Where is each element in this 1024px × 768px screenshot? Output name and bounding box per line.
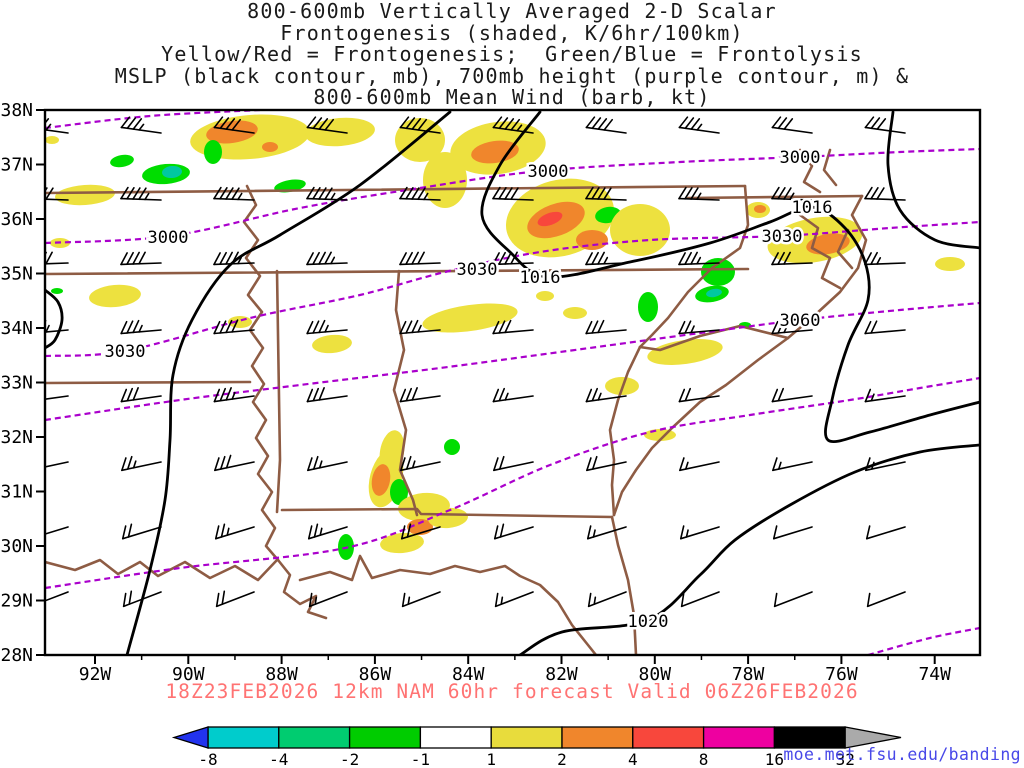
svg-text:88W: 88W — [265, 664, 298, 685]
svg-text:3000: 3000 — [528, 162, 569, 182]
svg-text:-4: -4 — [269, 750, 288, 768]
title-line-4: MSLP (black contour, mb), 700mb height (… — [114, 63, 910, 88]
title-line-5: 800-600mb Mean Wind (barb, kt) — [313, 85, 711, 109]
svg-text:38N: 38N — [0, 100, 33, 121]
svg-text:36N: 36N — [0, 209, 33, 230]
svg-text:78W: 78W — [732, 664, 765, 685]
svg-text:30N: 30N — [0, 536, 33, 557]
svg-text:37N: 37N — [0, 155, 33, 176]
svg-text:-8: -8 — [198, 750, 217, 768]
svg-text:3060: 3060 — [780, 311, 821, 331]
svg-text:-1: -1 — [411, 750, 430, 768]
svg-text:4: 4 — [628, 750, 638, 768]
chart-title-block: 800-600mb Vertically Averaged 2-D Scalar… — [0, 0, 1024, 109]
svg-text:35N: 35N — [0, 264, 33, 285]
svg-text:3000: 3000 — [780, 148, 821, 168]
svg-text:3030: 3030 — [762, 227, 803, 247]
svg-text:1016: 1016 — [520, 268, 561, 288]
svg-text:-2: -2 — [340, 750, 359, 768]
svg-text:33N: 33N — [0, 373, 33, 394]
svg-text:3000: 3000 — [148, 228, 189, 248]
forecast-caption: 18Z23FEB2026 12km NAM 60hr forecast Vali… — [165, 680, 859, 703]
svg-text:1016: 1016 — [792, 198, 833, 218]
svg-text:3030: 3030 — [105, 342, 146, 362]
svg-text:16: 16 — [765, 750, 784, 768]
svg-text:82W: 82W — [545, 664, 578, 685]
svg-text:3030: 3030 — [457, 260, 498, 280]
svg-text:31N: 31N — [0, 482, 33, 503]
title-line-1: 800-600mb Vertically Averaged 2-D Scalar — [247, 0, 777, 23]
svg-text:32N: 32N — [0, 427, 33, 448]
svg-text:74W: 74W — [918, 664, 951, 685]
title-line-2: Frontogenesis (shaded, K/6hr/100km) — [280, 20, 744, 45]
svg-text:1: 1 — [486, 750, 496, 768]
svg-text:28N: 28N — [0, 645, 33, 666]
svg-text:76W: 76W — [825, 664, 858, 685]
svg-text:2: 2 — [557, 750, 567, 768]
svg-text:34N: 34N — [0, 318, 33, 339]
banding-site-link[interactable]: moe.met.fsu.edu/banding — [783, 745, 1021, 764]
title-line-3: Yellow/Red = Frontogenesis; Green/Blue =… — [161, 42, 863, 66]
svg-text:8: 8 — [699, 750, 709, 768]
svg-text:90W: 90W — [172, 664, 205, 685]
svg-text:1020: 1020 — [628, 612, 669, 632]
svg-text:92W: 92W — [79, 664, 112, 685]
svg-text:86W: 86W — [359, 664, 392, 685]
svg-text:84W: 84W — [452, 664, 485, 685]
svg-text:29N: 29N — [0, 591, 33, 612]
svg-text:32: 32 — [836, 750, 855, 768]
svg-text:80W: 80W — [639, 664, 672, 685]
